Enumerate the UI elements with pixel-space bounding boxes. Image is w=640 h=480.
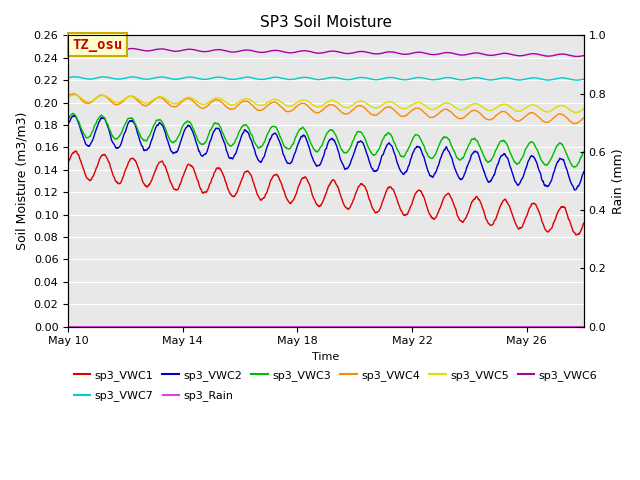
Y-axis label: Rain (mm): Rain (mm) [612,148,625,214]
sp3_VWC6 [275,48,283,53]
sp3_Rain [277,324,285,329]
sp3_VWC5 [175,100,182,106]
sp3_VWC7 [275,75,283,81]
Line: sp3_VWC3: sp3_VWC3 [68,113,584,167]
sp3_VWC5 [572,110,580,116]
sp3_Rain [257,324,265,329]
sp3_VWC7 [175,76,182,82]
Legend: sp3_VWC7, sp3_Rain: sp3_VWC7, sp3_Rain [74,390,234,401]
sp3_Rain [174,324,182,329]
sp3_VWC7 [278,75,285,81]
sp3_VWC2 [257,159,265,165]
sp3_VWC7 [70,74,78,80]
sp3_VWC6 [70,45,78,51]
sp3_VWC4 [94,94,102,99]
sp3_Rain [64,324,72,329]
sp3_VWC3 [571,164,579,170]
sp3_VWC5 [278,99,285,105]
Title: SP3 Soil Moisture: SP3 Soil Moisture [260,15,392,30]
sp3_VWC1 [72,148,79,154]
sp3_VWC7 [64,75,72,81]
X-axis label: Time: Time [312,352,340,362]
sp3_VWC3 [69,110,77,116]
sp3_VWC5 [417,100,424,106]
sp3_VWC5 [64,94,72,100]
Line: sp3_VWC4: sp3_VWC4 [68,94,584,124]
sp3_VWC5 [580,106,588,112]
sp3_VWC4 [175,102,182,108]
sp3_VWC2 [278,144,285,149]
sp3_VWC7 [580,76,588,82]
sp3_VWC2 [175,145,182,151]
sp3_VWC5 [94,94,102,100]
sp3_VWC6 [257,49,265,55]
sp3_VWC6 [94,46,102,52]
Line: sp3_VWC5: sp3_VWC5 [68,95,584,113]
sp3_VWC3 [275,131,283,136]
sp3_VWC4 [580,115,588,121]
sp3_VWC1 [580,220,588,226]
sp3_VWC1 [572,232,580,238]
sp3_VWC1 [275,175,283,180]
sp3_VWC4 [570,121,578,127]
sp3_VWC4 [278,104,285,110]
sp3_VWC4 [70,91,77,96]
sp3_VWC4 [417,106,424,112]
sp3_VWC1 [278,180,285,186]
sp3_VWC3 [257,144,265,150]
sp3_VWC3 [175,133,182,139]
Line: sp3_VWC1: sp3_VWC1 [68,151,584,235]
sp3_VWC1 [94,161,102,167]
sp3_VWC4 [64,93,72,99]
sp3_VWC5 [71,92,79,97]
sp3_VWC2 [70,113,77,119]
sp3_VWC1 [175,186,182,192]
sp3_VWC2 [417,145,424,151]
sp3_VWC6 [580,53,588,59]
sp3_VWC3 [278,136,285,142]
sp3_VWC1 [257,197,265,203]
sp3_VWC3 [64,116,72,122]
sp3_VWC7 [573,77,581,83]
Line: sp3_VWC7: sp3_VWC7 [68,77,584,80]
sp3_VWC6 [64,46,72,51]
sp3_Rain [275,324,282,329]
sp3_VWC2 [572,187,579,193]
sp3_VWC4 [275,102,283,108]
Line: sp3_VWC6: sp3_VWC6 [68,48,584,57]
sp3_Rain [416,324,424,329]
Line: sp3_VWC2: sp3_VWC2 [68,116,584,190]
sp3_VWC1 [417,188,424,194]
sp3_VWC6 [573,54,580,60]
sp3_VWC2 [275,137,283,143]
sp3_Rain [580,324,588,329]
sp3_VWC6 [175,48,182,54]
sp3_VWC4 [257,107,265,113]
sp3_VWC6 [278,48,285,54]
sp3_VWC6 [417,49,424,55]
sp3_VWC1 [64,159,72,165]
sp3_VWC7 [417,75,424,81]
sp3_VWC3 [417,136,424,142]
sp3_VWC2 [94,122,102,128]
Text: TZ_osu: TZ_osu [72,37,123,51]
sp3_VWC2 [64,121,72,127]
sp3_VWC5 [275,97,283,103]
Y-axis label: Soil Moisture (m3/m3): Soil Moisture (m3/m3) [15,112,28,250]
sp3_VWC7 [257,76,265,82]
sp3_VWC3 [94,117,102,122]
sp3_VWC3 [580,149,588,155]
sp3_VWC7 [94,75,102,81]
sp3_Rain [94,324,102,329]
sp3_VWC2 [580,168,588,174]
sp3_VWC5 [257,103,265,108]
